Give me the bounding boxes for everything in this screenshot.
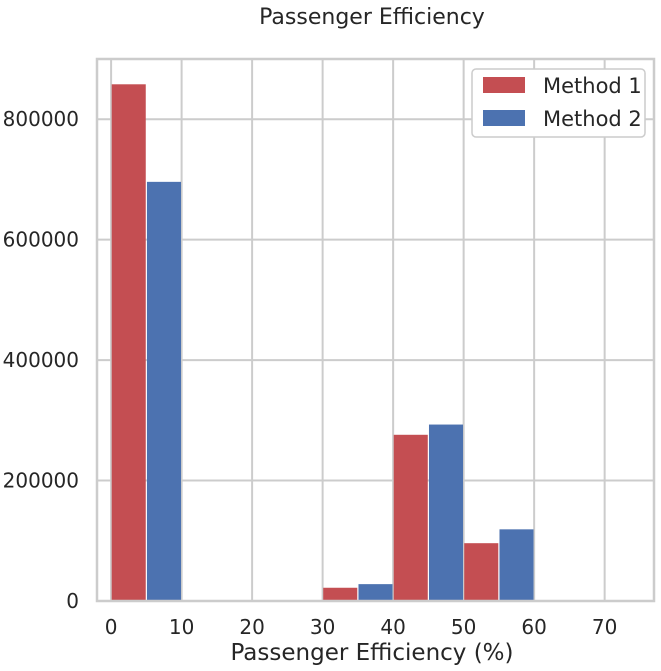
bar-method-2 [358, 584, 393, 601]
legend-swatch-method-1 [483, 77, 525, 93]
x-tick-label: 30 [310, 615, 335, 639]
x-tick-label: 0 [105, 615, 118, 639]
x-tick-label: 10 [169, 615, 194, 639]
bars [111, 84, 534, 601]
bar-method-1 [393, 434, 428, 601]
x-tick-label: 50 [451, 615, 476, 639]
x-tick-label: 60 [521, 615, 546, 639]
legend-swatch-method-2 [483, 110, 525, 126]
x-tick-labels: 0 10 20 30 40 50 60 70 [105, 615, 618, 639]
legend-label-method-2: Method 2 [543, 107, 642, 131]
y-tick-label: 800000 [3, 107, 79, 131]
plot-frame [95, 57, 656, 603]
x-axis-title: Passenger Efficiency (%) [230, 640, 513, 666]
x-tick-label: 20 [239, 615, 264, 639]
legend-label-method-1: Method 1 [543, 74, 642, 98]
bar-method-2 [499, 529, 534, 601]
bar-method-2 [146, 181, 182, 601]
bar-method-1 [464, 543, 499, 601]
chart-title: Passenger Efficiency [259, 5, 485, 30]
x-tick-label: 40 [380, 615, 405, 639]
y-tick-label: 0 [66, 589, 79, 613]
y-tick-label: 400000 [3, 348, 79, 372]
x-tick-label: 70 [592, 615, 617, 639]
bar-method-2 [428, 424, 464, 601]
bar-method-1 [323, 587, 358, 601]
y-tick-labels: 0 200000 400000 600000 800000 [3, 107, 79, 613]
legend: Method 1 Method 2 [471, 68, 646, 138]
y-tick-label: 600000 [3, 228, 79, 252]
y-tick-label: 200000 [3, 469, 79, 493]
bar-method-1 [111, 84, 146, 601]
